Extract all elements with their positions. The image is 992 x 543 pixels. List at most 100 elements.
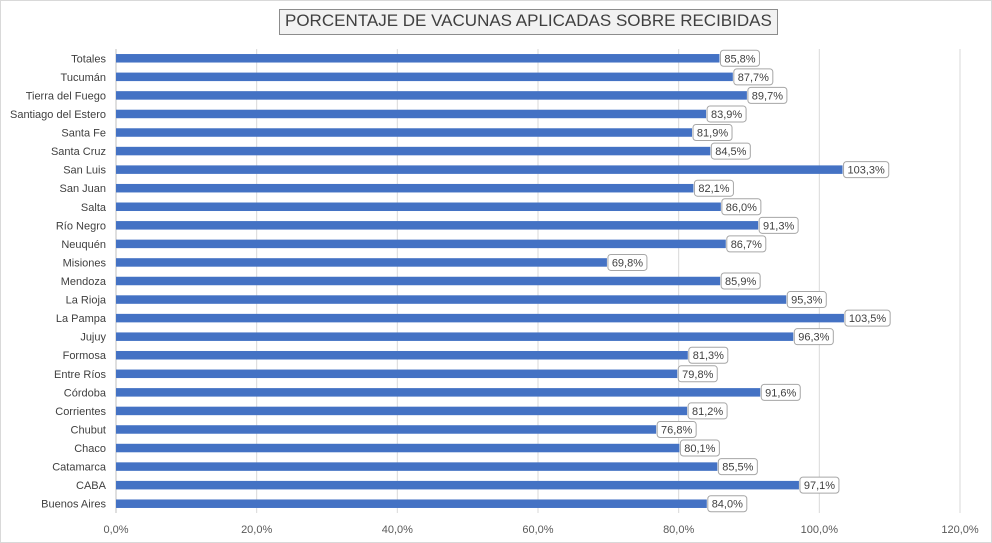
category-label: Córdoba <box>64 387 107 399</box>
data-label: 81,2% <box>692 406 723 418</box>
data-label: 85,5% <box>722 462 753 474</box>
tick-label: 80,0% <box>663 524 694 536</box>
tick-label: 0,0% <box>103 524 128 536</box>
data-label-box <box>786 291 827 309</box>
data-label: 82,1% <box>698 183 729 195</box>
bar <box>116 239 726 249</box>
data-label-box <box>679 439 720 457</box>
category-label: La Pampa <box>56 313 107 325</box>
category-label: CABA <box>76 480 107 492</box>
category-label: Santa Cruz <box>51 146 106 158</box>
category-label: Tierra del Fuego <box>26 90 106 102</box>
data-label: 89,7% <box>752 90 783 102</box>
bar <box>116 91 747 100</box>
data-label: 91,3% <box>763 220 794 232</box>
bar <box>116 350 688 360</box>
bar <box>116 332 794 341</box>
category-label: Formosa <box>63 350 107 362</box>
value-axis: 0,0% 20,0% 40,0% 60,0% 80,0% 100,0% 120,0% <box>103 524 978 536</box>
category-label: Entre Ríos <box>54 369 106 381</box>
category-label: San Juan <box>60 183 106 195</box>
data-label-box <box>720 272 761 290</box>
bar <box>116 388 761 397</box>
category-axis: Totales Tucumán Tierra del Fuego Santiago d… <box>10 53 107 510</box>
data-label: 86,7% <box>731 239 762 251</box>
data-label: 69,8% <box>612 257 643 269</box>
category-label: Chaco <box>74 443 106 455</box>
category-label: Santiago del Estero <box>10 109 106 121</box>
category-label: La Rioja <box>66 295 107 307</box>
data-label-box <box>793 328 834 346</box>
data-label-box <box>719 49 760 67</box>
bar <box>116 72 733 82</box>
bar <box>116 128 693 137</box>
data-label-box <box>707 495 748 513</box>
data-label: 86,0% <box>726 202 757 214</box>
tick-label: 100,0% <box>801 524 839 536</box>
bar <box>116 202 721 212</box>
data-label: 85,9% <box>725 276 756 288</box>
data-label-box <box>747 86 788 104</box>
data-label: 79,8% <box>682 369 713 381</box>
data-label: 76,8% <box>661 424 692 436</box>
tick-label: 20,0% <box>241 524 272 536</box>
data-label-box <box>843 161 890 179</box>
category-label: Jujuy <box>80 332 106 344</box>
category-label: Misiones <box>63 257 107 269</box>
data-label-box <box>726 235 767 253</box>
data-label-box <box>677 365 718 383</box>
tick-label: 60,0% <box>522 524 553 536</box>
data-label-box <box>733 68 774 86</box>
data-label: 81,9% <box>697 128 728 140</box>
data-label: 81,3% <box>693 350 724 362</box>
data-label-box <box>687 402 728 420</box>
tick-label: 120,0% <box>941 524 979 536</box>
bar <box>116 146 711 156</box>
data-label-box <box>721 198 762 216</box>
bar <box>116 406 688 416</box>
data-label-box <box>692 124 733 142</box>
data-label-box <box>717 458 758 476</box>
bar <box>116 221 759 230</box>
data-label-box <box>607 253 648 271</box>
data-label: 85,8% <box>724 53 755 65</box>
bar <box>116 369 678 379</box>
data-label: 96,3% <box>798 332 829 344</box>
category-label: Chubut <box>71 424 106 436</box>
data-label: 103,3% <box>847 165 885 177</box>
data-label: 97,1% <box>804 480 835 492</box>
category-label: Totales <box>71 53 106 65</box>
bar <box>116 54 720 63</box>
tick-label: 40,0% <box>382 524 413 536</box>
data-label: 83,9% <box>711 109 742 121</box>
data-label: 87,7% <box>738 72 769 84</box>
data-label: 91,6% <box>765 387 796 399</box>
data-label-box <box>758 216 799 234</box>
bar <box>116 276 721 286</box>
bar <box>116 165 843 174</box>
bar <box>116 258 607 267</box>
category-label: San Luis <box>63 165 106 177</box>
data-label-box <box>760 383 801 401</box>
category-label: Corrientes <box>55 406 106 418</box>
category-label: Mendoza <box>61 276 107 288</box>
category-label: Santa Fe <box>61 128 106 140</box>
data-label: 84,5% <box>715 146 746 158</box>
category-label: Río Negro <box>56 220 106 232</box>
bars <box>116 54 844 508</box>
category-label: Salta <box>81 202 107 214</box>
data-labels: 85,8% 87,7% 89,7% 83,9% 81,9% 84,5% 103,3% 82,1… <box>607 49 891 513</box>
bar <box>116 109 707 119</box>
data-label-box <box>844 309 891 327</box>
data-label-box <box>706 105 747 123</box>
data-label-box <box>710 142 751 160</box>
bar <box>116 480 799 490</box>
bar <box>116 425 657 434</box>
data-label-box <box>693 179 734 197</box>
bar <box>116 499 707 508</box>
bar <box>116 462 718 471</box>
bar <box>116 313 844 323</box>
data-label: 103,5% <box>849 313 887 325</box>
